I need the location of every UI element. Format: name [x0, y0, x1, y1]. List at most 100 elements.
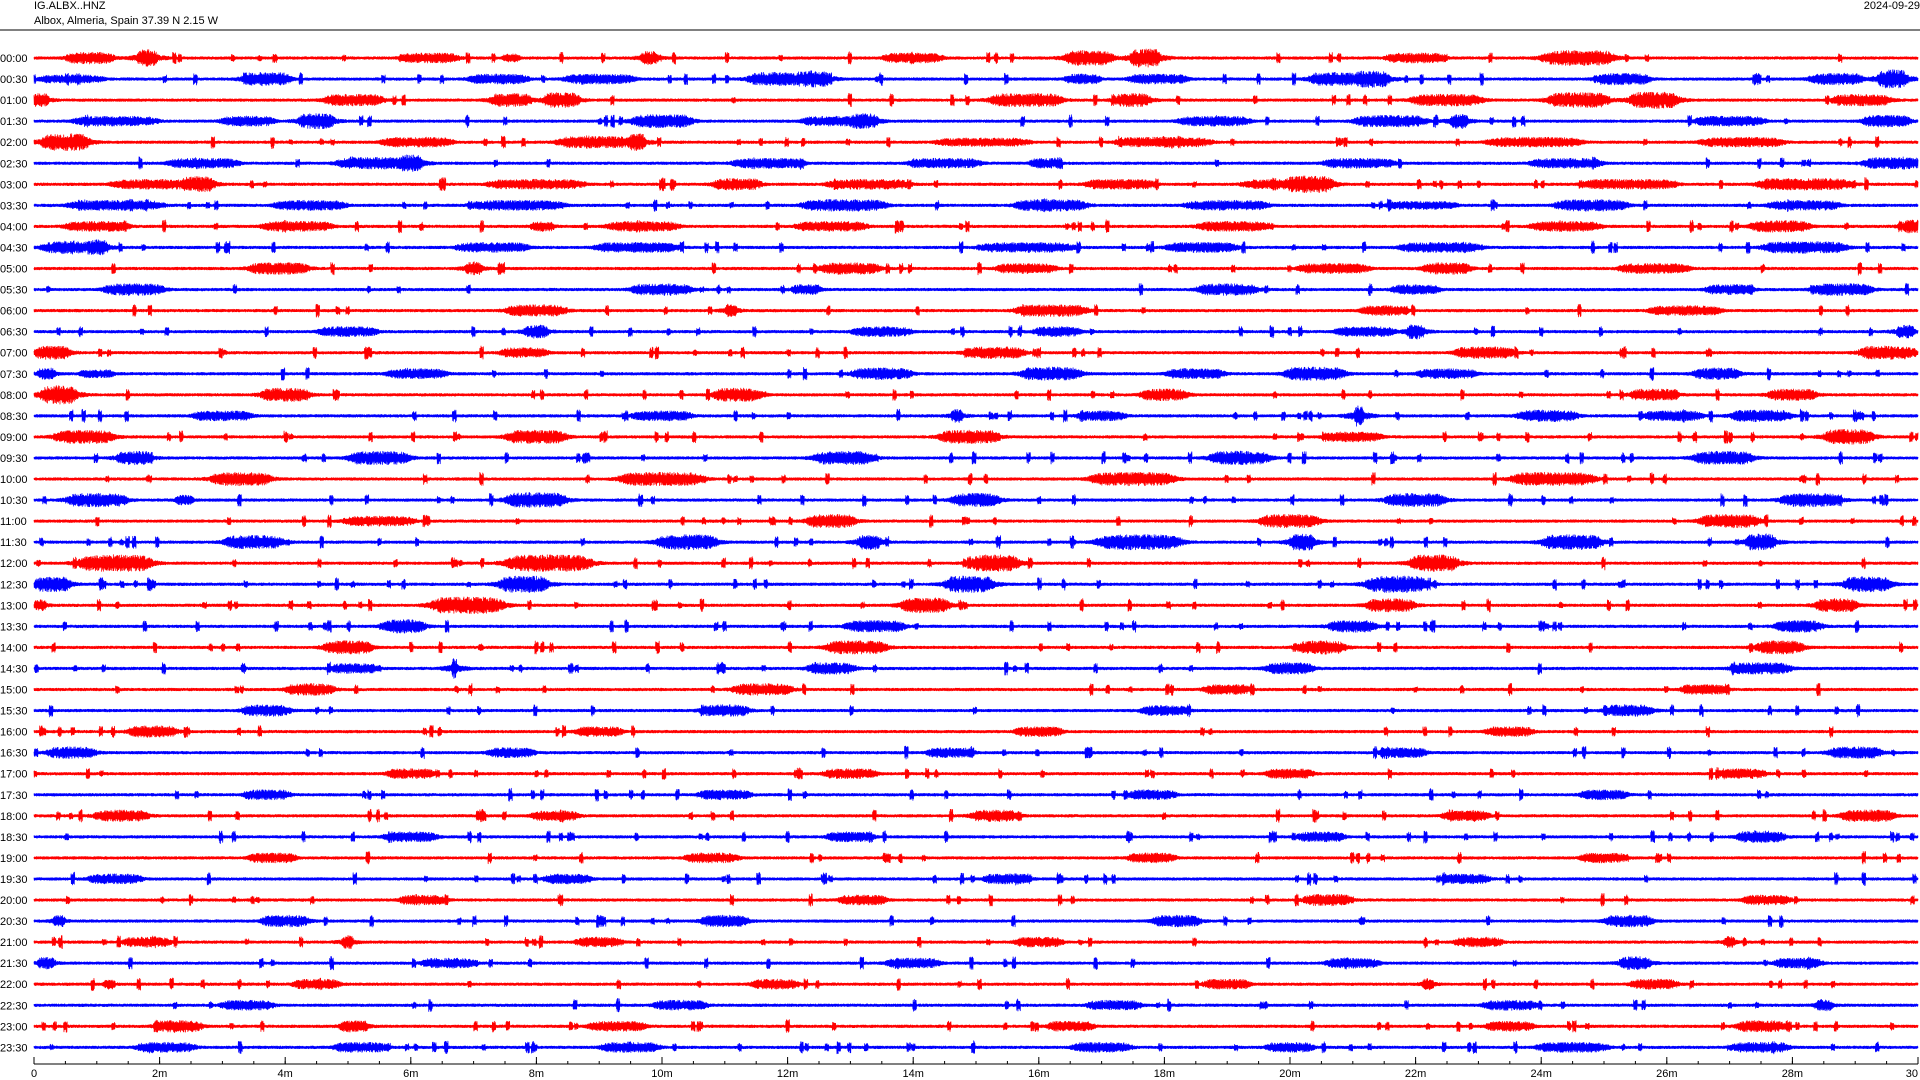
row-label: 21:30	[0, 958, 28, 970]
trace-line	[33, 405, 1919, 427]
row-label: 23:30	[0, 1042, 28, 1054]
row-label: 03:00	[0, 179, 28, 191]
row-label: 20:00	[0, 895, 28, 907]
row-labels: 00:00 00:30 01:00 01:30 02:00 02:30 03:00 03:30…	[0, 53, 28, 1054]
row-label: 10:30	[0, 495, 28, 507]
trace-line	[33, 871, 1919, 886]
trace-line	[33, 198, 1919, 213]
row-label: 18:00	[0, 811, 28, 823]
x-tick-label: 24m	[1530, 1068, 1551, 1080]
row-label: 02:00	[0, 137, 28, 149]
trace-line	[33, 428, 1919, 445]
x-tick-label: 4m	[278, 1068, 293, 1080]
trace-line	[33, 91, 1919, 109]
trace-line	[33, 113, 1919, 130]
row-label: 15:00	[0, 685, 28, 697]
row-label: 17:30	[0, 790, 28, 802]
trace-line	[33, 934, 1919, 950]
trace-line	[33, 658, 1919, 679]
x-axis: 0 2m 4m 6m 8m 10m 12m 14m 16m 18m 20m 22m 24m 26m 28m 3…	[31, 1057, 1919, 1080]
row-label: 19:00	[0, 853, 28, 865]
trace-line	[33, 492, 1919, 508]
row-label: 13:30	[0, 621, 28, 633]
trace-line	[33, 619, 1919, 634]
row-label: 14:30	[0, 663, 28, 675]
row-label: 00:30	[0, 74, 28, 86]
row-label: 21:00	[0, 937, 28, 949]
trace-line	[33, 471, 1919, 487]
x-tick-label: 0	[31, 1068, 37, 1080]
row-label: 06:00	[0, 306, 28, 318]
trace-line	[33, 48, 1919, 68]
row-label: 06:30	[0, 327, 28, 339]
trace-line	[33, 977, 1919, 992]
trace-line	[33, 1019, 1919, 1033]
row-label: 11:00	[0, 516, 27, 528]
trace-line	[33, 914, 1919, 928]
row-label: 00:00	[0, 53, 28, 65]
row-label: 04:30	[0, 242, 28, 254]
x-tick-label: 20m	[1279, 1068, 1300, 1080]
trace-line	[33, 851, 1919, 865]
row-label: 07:30	[0, 369, 28, 381]
x-tick-label: 22m	[1405, 1068, 1426, 1080]
trace-line	[33, 745, 1919, 760]
row-label: 05:30	[0, 285, 28, 297]
trace-line	[33, 787, 1919, 802]
trace-line	[33, 998, 1919, 1013]
trace-line	[33, 682, 1919, 697]
trace-line	[33, 893, 1919, 907]
trace-line	[33, 575, 1919, 593]
header: IG.ALBX..HNZ Albox, Almeria, Spain 37.39…	[0, 0, 1920, 31]
x-tick-label: 18m	[1154, 1068, 1175, 1080]
row-label: 09:00	[0, 432, 28, 444]
record-date: 2024-09-29	[1864, 0, 1920, 12]
row-label: 08:30	[0, 411, 28, 423]
trace-line	[33, 513, 1919, 529]
trace-line	[33, 830, 1919, 844]
row-label: 01:30	[0, 116, 28, 128]
row-label: 10:00	[0, 474, 28, 486]
trace-line	[33, 724, 1919, 738]
trace-line	[33, 239, 1919, 256]
x-tick-label: 14m	[902, 1068, 923, 1080]
row-label: 02:30	[0, 158, 28, 170]
row-label: 07:00	[0, 348, 28, 360]
seismic-traces	[33, 48, 1919, 1055]
trace-line	[33, 554, 1919, 572]
row-label: 20:30	[0, 916, 28, 928]
row-label: 08:00	[0, 390, 28, 402]
trace-line	[33, 596, 1919, 615]
trace-line	[33, 703, 1919, 718]
x-tick-label: 16m	[1028, 1068, 1049, 1080]
trace-line	[33, 261, 1919, 276]
row-label: 19:30	[0, 874, 28, 886]
x-tick-label: 6m	[403, 1068, 418, 1080]
trace-line	[33, 808, 1919, 823]
x-tick-label: 12m	[777, 1068, 798, 1080]
x-tick-label: 28m	[1782, 1068, 1803, 1080]
x-tick-label: 26m	[1656, 1068, 1677, 1080]
trace-line	[33, 175, 1919, 194]
row-label: 12:00	[0, 558, 28, 570]
row-label: 15:30	[0, 706, 28, 718]
trace-line	[33, 69, 1919, 89]
row-label: 16:00	[0, 727, 28, 739]
row-label: 22:00	[0, 979, 28, 991]
row-label: 13:00	[0, 600, 28, 612]
trace-line	[33, 324, 1919, 340]
trace-line	[33, 956, 1919, 971]
trace-line	[33, 282, 1919, 297]
trace-line	[33, 133, 1919, 152]
station-location: Albox, Almeria, Spain 37.39 N 2.15 W	[34, 15, 219, 27]
trace-line	[33, 154, 1919, 172]
trace-line	[33, 385, 1919, 405]
row-label: 23:00	[0, 1021, 28, 1033]
row-label: 18:30	[0, 832, 28, 844]
row-label: 22:30	[0, 1000, 28, 1012]
trace-line	[33, 345, 1919, 360]
trace-line	[33, 219, 1919, 234]
row-label: 14:00	[0, 642, 28, 654]
row-label: 12:30	[0, 579, 28, 591]
